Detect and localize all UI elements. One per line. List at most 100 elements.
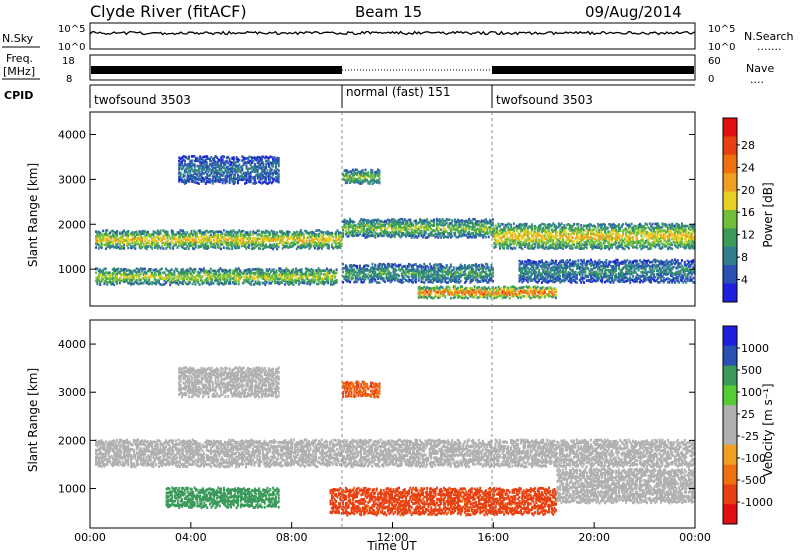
heatmap-cell	[197, 274, 200, 278]
heatmap-cell	[445, 264, 448, 267]
heatmap-cell	[135, 237, 138, 241]
heatmap-cell	[391, 221, 394, 224]
cpid-segment-3: twofsound 3503	[496, 93, 593, 107]
heatmap-cell	[196, 234, 199, 237]
heatmap-cell	[118, 247, 121, 250]
heatmap-cell	[271, 236, 274, 240]
heatmap-cell	[256, 177, 259, 180]
heatmap-cell	[191, 269, 194, 272]
heatmap-cell	[123, 280, 125, 283]
heatmap-cell	[106, 280, 109, 284]
heatmap-cell	[241, 240, 243, 243]
heatmap-cell	[262, 163, 265, 166]
heatmap-cell	[102, 270, 104, 274]
heatmap-cell	[230, 176, 232, 179]
heatmap-cell	[278, 239, 281, 243]
heatmap-cell	[405, 222, 408, 225]
heatmap-cell	[213, 159, 216, 162]
heatmap-cell	[189, 177, 192, 181]
heatmap-cell	[121, 240, 124, 244]
heatmap-cell	[334, 275, 337, 279]
heatmap-cell	[385, 227, 388, 231]
heatmap-cell	[378, 281, 381, 284]
heatmap-cell	[389, 224, 392, 227]
heatmap-cell	[198, 241, 201, 244]
heatmap-cell	[254, 273, 257, 276]
heatmap-cell	[339, 231, 342, 235]
heatmap-cell	[293, 241, 295, 244]
heatmap-cell	[262, 244, 265, 247]
heatmap-cell	[405, 233, 408, 237]
heatmap-cell	[163, 237, 166, 240]
heatmap-cell	[222, 240, 225, 244]
heatmap-cell	[319, 234, 322, 237]
heatmap-cell	[398, 218, 401, 222]
heatmap-cell	[265, 176, 268, 180]
heatmap-cell	[365, 233, 368, 237]
heatmap-cell	[417, 221, 420, 224]
heatmap-cell	[240, 275, 243, 279]
heatmap-cell	[294, 231, 297, 235]
heatmap-cell	[276, 161, 279, 165]
heatmap-cell	[299, 273, 302, 277]
heatmap-cell	[529, 287, 532, 290]
heatmap-cell	[420, 234, 423, 237]
heatmap-cell	[237, 267, 240, 270]
heatmap-cell	[475, 293, 478, 296]
heatmap-cell	[299, 270, 302, 274]
heatmap-cell	[160, 275, 163, 279]
heatmap-cell	[97, 232, 100, 236]
heatmap-cell	[103, 273, 106, 277]
heatmap-cell	[326, 242, 329, 246]
heatmap-cell	[426, 236, 429, 239]
heatmap-cell	[259, 247, 262, 250]
heatmap-cell	[201, 241, 204, 244]
heatmap-cell	[312, 235, 315, 238]
heatmap-cell	[229, 231, 232, 235]
heatmap-cell	[391, 227, 394, 231]
heatmap-cell	[159, 232, 162, 235]
heatmap-cell	[242, 172, 245, 175]
heatmap-cell	[331, 275, 334, 278]
heatmap-cell	[214, 160, 217, 164]
heatmap-cell	[275, 269, 278, 272]
heatmap-cell	[100, 242, 103, 245]
heatmap-cell	[277, 169, 280, 172]
heatmap-cell	[274, 172, 277, 175]
heatmap-cell	[186, 176, 189, 179]
heatmap-cell	[140, 245, 142, 248]
heatmap-cell	[305, 241, 308, 245]
heatmap-cell	[256, 237, 259, 241]
heatmap-cell	[384, 228, 387, 231]
heatmap-cell	[229, 271, 232, 274]
heatmap-cell	[184, 275, 187, 278]
heatmap-cell	[289, 274, 292, 278]
heatmap-cell	[202, 179, 204, 182]
heatmap-cell	[238, 244, 241, 248]
heatmap-cell	[120, 232, 123, 236]
heatmap-cell	[110, 244, 113, 248]
heatmap-cell	[285, 245, 288, 248]
heatmap-cell	[262, 275, 265, 278]
heatmap-cell	[267, 172, 270, 175]
heatmap-cell	[179, 157, 182, 160]
heatmap-cell	[262, 271, 265, 275]
heatmap-cell	[257, 232, 260, 236]
heatmap-cell	[219, 281, 222, 285]
heatmap-cell	[181, 280, 184, 283]
heatmap-cell	[326, 239, 329, 242]
heatmap-cell	[189, 239, 192, 243]
heatmap-cell	[310, 268, 313, 271]
heatmap-cell	[292, 268, 295, 271]
heatmap-cell	[225, 230, 228, 233]
beam-title: Beam 15	[355, 3, 422, 21]
freq-unit-label: [MHz]	[3, 65, 35, 78]
heatmap-cell	[183, 231, 186, 234]
heatmap-cell	[416, 222, 419, 225]
heatmap-cell	[130, 283, 132, 286]
heatmap-cell	[218, 177, 221, 180]
heatmap-cell	[328, 239, 330, 242]
heatmap-cell	[210, 238, 213, 242]
heatmap-cell	[267, 163, 270, 166]
heatmap-cell	[155, 235, 158, 239]
